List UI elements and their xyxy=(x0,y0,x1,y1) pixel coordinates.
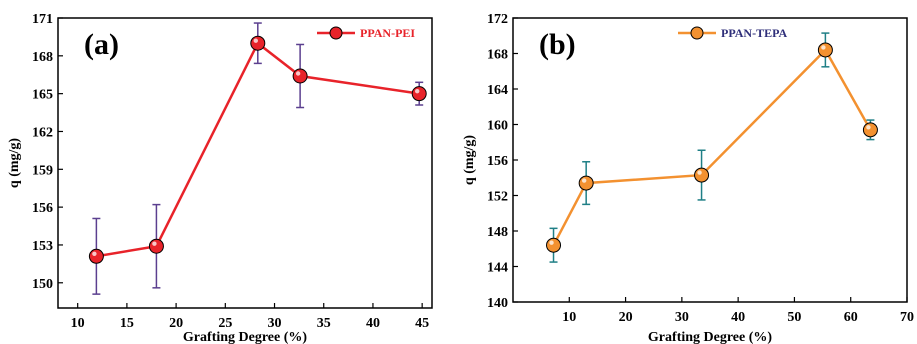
data-point xyxy=(148,238,164,254)
y-tick-label: 164 xyxy=(487,83,508,98)
y-tick-label: 156 xyxy=(32,201,53,216)
data-point-highlight xyxy=(581,178,587,183)
panel-label: (b) xyxy=(539,28,576,61)
y-tick-label: 168 xyxy=(32,50,53,65)
x-tick-label: 30 xyxy=(268,316,282,331)
data-point-highlight xyxy=(821,45,826,50)
x-tick-label: 10 xyxy=(562,310,576,325)
y-tick-label: 165 xyxy=(32,88,53,103)
data-point-highlight xyxy=(549,240,554,245)
data-point xyxy=(546,237,562,253)
x-tick-label: 35 xyxy=(317,316,331,331)
data-point-highlight xyxy=(92,251,97,257)
y-tick-label: 148 xyxy=(487,225,508,240)
panel-a: 10 15 20 25 30 35 40 45 150 153 156 159 162 165 168 171… xyxy=(7,12,433,344)
data-point-highlight xyxy=(295,71,301,76)
y-tick-label: 159 xyxy=(32,163,53,178)
data-point-highlight xyxy=(866,125,871,130)
data-point xyxy=(250,35,266,51)
x-axis-label: Grafting Degree (%) xyxy=(648,330,772,344)
legend-label: PPAN-TEPA xyxy=(721,26,788,40)
panel-b: 10 20 30 40 50 60 70 140 144 148 152 156 160 164 168 17… xyxy=(462,12,914,344)
x-tick-label: 50 xyxy=(787,310,801,325)
x-tick-label: 10 xyxy=(71,316,85,331)
y-tick-label: 153 xyxy=(32,239,53,254)
panel-label: (a) xyxy=(84,28,119,61)
x-tick-label: 30 xyxy=(675,310,689,325)
data-point xyxy=(862,122,878,138)
x-tick-label: 20 xyxy=(619,310,633,325)
x-tick-label: 15 xyxy=(120,316,134,331)
x-tick-label: 40 xyxy=(366,316,380,331)
y-tick-label: 150 xyxy=(32,277,53,292)
data-point xyxy=(578,175,594,191)
x-tick-label: 25 xyxy=(218,316,232,331)
legend: PPAN-TEPA xyxy=(678,26,788,40)
legend-marker xyxy=(690,26,704,40)
x-tick-label: 45 xyxy=(415,316,429,331)
y-tick-label: 171 xyxy=(32,12,53,27)
y-axis-label: q (mg/g) xyxy=(7,138,22,189)
x-tick-label: 40 xyxy=(731,310,745,325)
legend-label: PPAN-PEI xyxy=(360,26,415,40)
x-axis-label: Grafting Degree (%) xyxy=(183,330,307,344)
series-line xyxy=(552,47,872,246)
data-point-highlight xyxy=(253,38,258,43)
y-tick-label: 156 xyxy=(487,154,508,169)
data-point-highlight xyxy=(415,88,420,94)
data-point xyxy=(292,68,308,84)
x-tick-label: 60 xyxy=(844,310,858,325)
legend: PPAN-PEI xyxy=(317,26,415,40)
data-point xyxy=(411,86,427,102)
y-tick-label: 160 xyxy=(487,119,508,134)
data-point xyxy=(694,167,710,183)
data-point xyxy=(88,248,104,264)
legend-marker xyxy=(329,26,343,40)
y-tick-label: 144 xyxy=(487,261,508,276)
data-point xyxy=(817,42,833,58)
data-point-highlight xyxy=(697,170,702,175)
y-tick-label: 168 xyxy=(487,48,508,63)
data-point-highlight xyxy=(152,241,157,246)
series-line xyxy=(96,41,420,258)
x-tick-label: 70 xyxy=(900,310,914,325)
x-tick-label: 20 xyxy=(169,316,183,331)
y-tick-label: 152 xyxy=(487,190,508,205)
y-axis-label: q (mg/g) xyxy=(462,135,477,186)
y-tick-label: 162 xyxy=(32,125,53,140)
y-tick-label: 172 xyxy=(487,12,508,27)
plot-frame xyxy=(57,17,433,309)
y-tick-label: 140 xyxy=(487,296,508,311)
